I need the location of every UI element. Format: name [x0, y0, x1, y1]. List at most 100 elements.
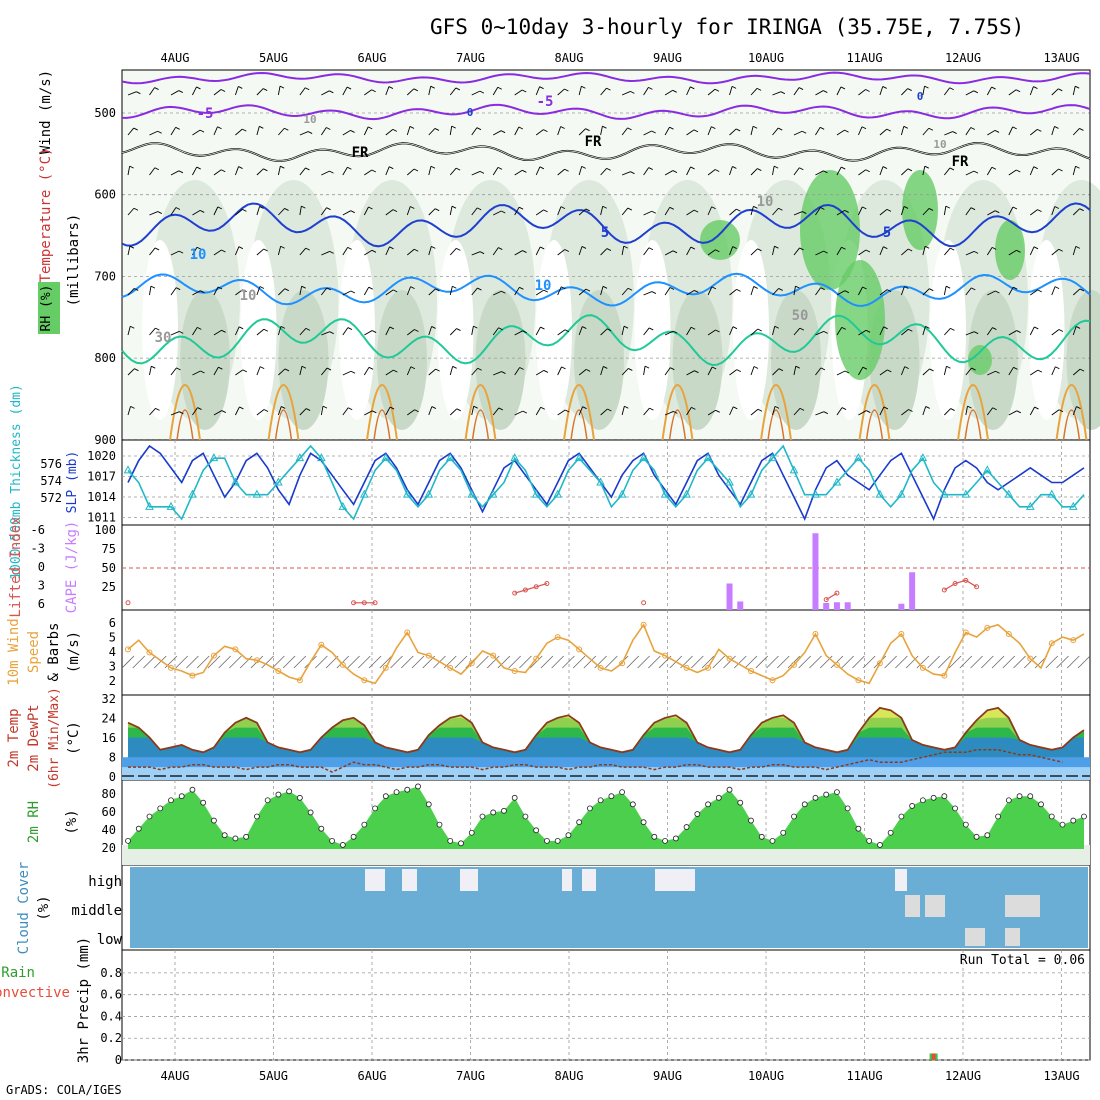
- wind-barb-flag: [672, 170, 678, 173]
- rh-point: [307, 809, 314, 816]
- rh-point: [1059, 821, 1066, 828]
- wind10-point: [576, 646, 583, 653]
- wind-barb: [621, 368, 629, 376]
- wind-barb: [815, 287, 822, 296]
- wind-barb: [170, 411, 180, 416]
- rh-dry-gap: [240, 240, 277, 420]
- wind-barb: [428, 288, 436, 296]
- thickness-point: [875, 489, 885, 498]
- wind-barb-flag: [1033, 166, 1038, 170]
- rh-point: [533, 827, 540, 834]
- wind-barb: [213, 169, 222, 176]
- wind-barb: [1008, 286, 1014, 296]
- ylabel-wind10: 10m Wind: [6, 618, 22, 685]
- wind-barb-flag: [154, 167, 160, 171]
- wind-barb-flag: [1055, 366, 1060, 370]
- wind10-barb: [819, 655, 833, 669]
- ylabel-rh-unit: (%): [64, 809, 80, 834]
- cape-bar: [737, 601, 744, 610]
- wind-barb-flag: [221, 249, 226, 253]
- wind-barb-flag: [908, 328, 913, 332]
- wind-barb: [492, 87, 499, 96]
- wind-barb: [299, 206, 302, 216]
- wind-barb-flag: [221, 329, 226, 333]
- wind10-barb: [497, 655, 511, 669]
- wind10-barb: [379, 655, 393, 669]
- wind10-barb: [282, 655, 296, 669]
- wind-barb-flag: [607, 408, 612, 412]
- wind10-tick: 2: [109, 674, 116, 688]
- wind-barb: [514, 206, 520, 216]
- wind-barb-flag: [301, 205, 306, 209]
- rh-point: [748, 817, 754, 824]
- wind-barb-flag: [560, 126, 565, 129]
- wind-barb: [535, 246, 541, 256]
- wind-barb: [965, 207, 972, 216]
- wind-barb: [535, 407, 542, 416]
- wind-barb: [342, 290, 352, 296]
- wind10-barb: [132, 655, 146, 669]
- rh-point: [511, 794, 518, 801]
- wind-barb: [192, 290, 201, 296]
- wind-barb-flag: [155, 407, 160, 411]
- wind-barb-flag: [973, 170, 979, 174]
- wind-barb: [621, 90, 631, 96]
- wind-barb: [320, 287, 328, 296]
- wind-barb: [1072, 166, 1076, 176]
- wind-barb: [729, 86, 733, 96]
- wind-barb: [407, 329, 415, 336]
- wind-barb-flag: [388, 86, 394, 89]
- thickness-point: [596, 477, 605, 486]
- wind-barb-flag: [882, 166, 888, 169]
- wind-barb-flag: [561, 286, 566, 290]
- wind-barb: [535, 326, 541, 336]
- rh-point: [855, 825, 862, 832]
- wind-barb: [965, 287, 972, 296]
- rh-point: [962, 821, 969, 828]
- wind-barb-flag: [217, 206, 222, 210]
- wind-barb-flag: [753, 286, 758, 289]
- cape-bar: [812, 533, 819, 610]
- wind10-barb: [196, 655, 210, 669]
- ylabel-speed: Speed: [26, 631, 42, 673]
- ylabel-convective: Convective: [0, 985, 70, 1001]
- contour-minus5: [122, 103, 1091, 121]
- wind-barb-flag: [778, 368, 784, 372]
- wind-barb-flag: [133, 288, 139, 291]
- top-date-label: 10AUG: [748, 51, 784, 65]
- wind-barb: [299, 131, 309, 136]
- wind-barb-flag: [431, 245, 436, 249]
- wind-barb: [987, 210, 996, 216]
- wind-barb-flag: [907, 168, 913, 172]
- wind-barb-flag: [949, 167, 955, 171]
- wind-barb-flag: [971, 287, 976, 291]
- rh-point: [877, 842, 883, 848]
- bottom-date-label: 9AUG: [653, 1069, 682, 1083]
- wind-barb: [406, 248, 415, 256]
- rh-point: [286, 788, 293, 795]
- wind-barb-flag: [774, 405, 780, 409]
- wind-barb-flag: [992, 407, 997, 411]
- cape-bar: [898, 603, 905, 610]
- wind-barb: [836, 247, 842, 256]
- wind-barb-flag: [1012, 126, 1017, 130]
- wind-barb-flag: [199, 210, 205, 213]
- wind-barb: [879, 289, 888, 296]
- wind10-barb: [175, 655, 188, 669]
- wind10-barb: [239, 655, 253, 669]
- wind10-point: [554, 634, 561, 641]
- wind-barb-flag: [673, 410, 678, 414]
- top-date-label: 12AUG: [945, 51, 981, 65]
- wind-barb-flag: [841, 327, 846, 330]
- wind-barb-flag: [952, 131, 957, 134]
- li-tick: 3: [38, 579, 45, 593]
- panel-frame-precip: [121, 949, 1091, 1061]
- wind-barb: [471, 406, 475, 416]
- wind-barb-flag: [774, 325, 779, 329]
- wind-barb-flag: [196, 246, 202, 250]
- wind-barb: [342, 247, 349, 256]
- wind-barb: [213, 329, 222, 336]
- wind-barb: [535, 370, 545, 376]
- wind-barb-flag: [669, 287, 675, 290]
- thickness-point: [1004, 489, 1014, 498]
